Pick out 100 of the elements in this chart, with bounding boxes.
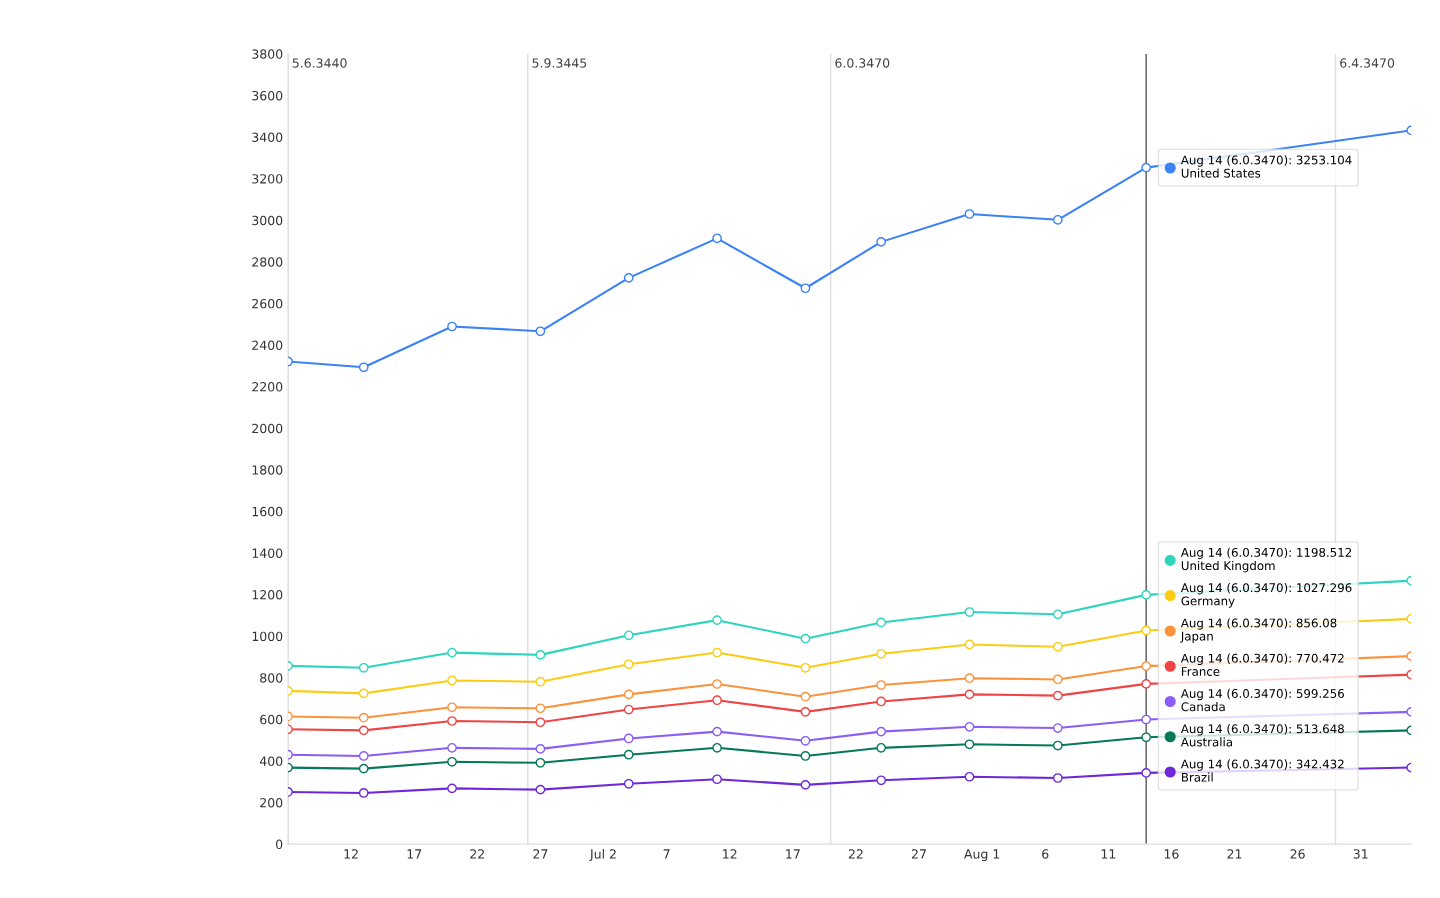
point — [964, 673, 975, 684]
point — [358, 788, 369, 798]
x-tick-label: Aug 1 — [964, 849, 1000, 862]
x-tick-label: 27 — [911, 849, 926, 859]
legend-label: France — [1181, 667, 1220, 676]
point — [1141, 732, 1152, 743]
x-tick-label: 6 — [1042, 849, 1049, 859]
point — [1141, 162, 1152, 173]
point — [876, 617, 887, 628]
ref-line-label: 6.0.3470 — [835, 58, 890, 68]
point — [1052, 609, 1063, 620]
y-tick-label: 3800 — [252, 49, 283, 59]
point — [358, 712, 369, 723]
point — [447, 321, 457, 332]
point — [535, 784, 546, 795]
y-tick-label: 800 — [260, 673, 283, 683]
point — [1052, 690, 1063, 701]
x-tick-label: 12 — [344, 849, 358, 859]
x-tick-label: 11 — [1101, 849, 1116, 859]
point — [876, 696, 887, 707]
x-tick-label: 17 — [407, 849, 422, 859]
y-tick-label: 1600 — [252, 506, 283, 517]
point — [358, 763, 369, 774]
point — [964, 639, 975, 650]
point — [800, 706, 811, 717]
point — [964, 771, 975, 782]
legend-label: Canada — [1181, 702, 1225, 712]
point — [800, 691, 811, 702]
point — [447, 756, 457, 767]
point — [964, 209, 975, 219]
annotation: Aug 14 (6.0.3470): 342.432 — [1180, 759, 1344, 771]
point — [712, 774, 722, 785]
point — [712, 726, 722, 737]
x-tick-label: 17 — [786, 849, 800, 859]
y-tick-label: 3000 — [252, 215, 283, 226]
point — [535, 717, 546, 728]
annotation: Aug 14 (6.0.3470): 599.256 — [1180, 688, 1344, 701]
y-tick-label: 1200 — [252, 590, 283, 600]
y-tick-label: 1000 — [252, 631, 283, 642]
x-tick-label: Jul 2 — [589, 848, 616, 861]
annotation: Aug 14 (6.0.3470): 1027.296 — [1180, 583, 1352, 595]
point — [800, 633, 811, 644]
x-tick-label: 7 — [663, 849, 670, 859]
y-tick-label: 2200 — [252, 382, 283, 392]
point — [800, 283, 811, 294]
annotation: Aug 14 (6.0.3470): 3253.104 — [1180, 155, 1352, 167]
point — [800, 751, 811, 761]
point — [535, 703, 546, 714]
point — [1141, 768, 1152, 778]
legend-label: Germany — [1181, 596, 1235, 608]
point — [623, 630, 634, 641]
y-tick-label: 200 — [260, 798, 283, 808]
y-tick-label: 2400 — [252, 340, 283, 350]
point — [712, 647, 722, 658]
point — [800, 662, 811, 673]
x-tick-label: 16 — [1164, 849, 1179, 859]
point — [1052, 641, 1063, 652]
point — [623, 659, 634, 670]
x-tick-label: 31 — [1353, 849, 1368, 859]
point — [964, 739, 975, 750]
point — [876, 680, 887, 690]
point — [1141, 679, 1152, 689]
y-tick-label: 2600 — [252, 298, 283, 309]
point — [447, 675, 457, 686]
y-tick-label: 1400 — [252, 548, 283, 558]
point — [800, 735, 811, 746]
point — [964, 607, 975, 617]
point — [1052, 773, 1063, 783]
annotation: Aug 14 (6.0.3470): 1198.512 — [1180, 547, 1352, 560]
point — [712, 615, 722, 626]
point — [876, 648, 887, 659]
point — [712, 742, 722, 753]
point — [447, 716, 457, 726]
y-tick-label: 3400 — [252, 132, 283, 142]
point — [1141, 590, 1152, 600]
annotation: Aug 14 (6.0.3470): 513.648 — [1180, 724, 1344, 736]
x-tick-label: 22 — [848, 849, 863, 859]
point — [447, 702, 457, 713]
legend-label: United States — [1181, 168, 1261, 178]
point — [876, 237, 887, 247]
point — [623, 689, 634, 700]
point — [535, 650, 546, 660]
point — [358, 362, 369, 373]
point — [712, 233, 722, 244]
point — [1052, 740, 1063, 751]
point — [358, 688, 369, 699]
point — [1052, 674, 1063, 685]
point — [800, 779, 811, 790]
x-tick-label: 26 — [1290, 849, 1305, 859]
x-tick-label: 12 — [723, 849, 737, 859]
point — [964, 689, 975, 700]
point — [1141, 661, 1152, 671]
point — [447, 783, 457, 794]
legend-label: Australia — [1180, 737, 1232, 747]
y-tick-label: 0 — [276, 839, 283, 850]
point — [358, 662, 369, 673]
y-tick-label: 3600 — [252, 90, 283, 101]
annotation: Aug 14 (6.0.3470): 856.08 — [1180, 618, 1337, 630]
x-tick-label: 21 — [1227, 849, 1242, 859]
point — [712, 679, 722, 689]
